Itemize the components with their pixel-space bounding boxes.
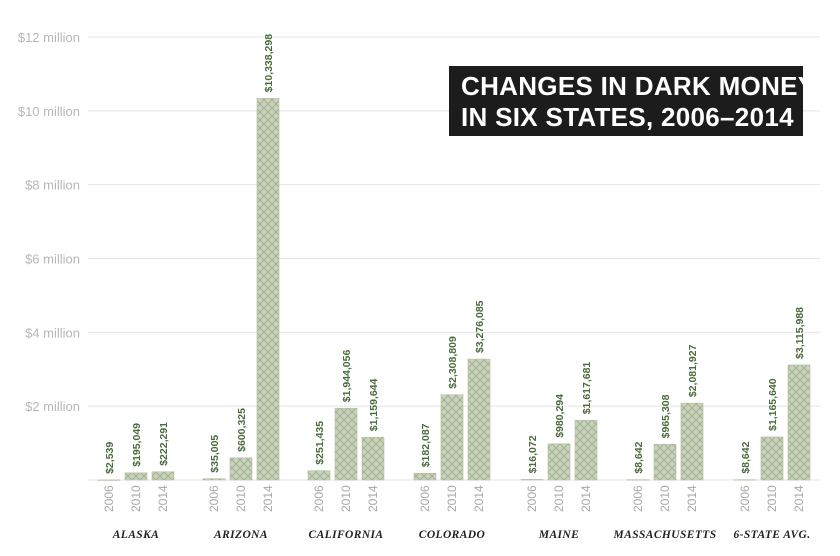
data-label: $35,005 (209, 435, 221, 473)
bar (307, 470, 331, 481)
chart-title-line-1: CHANGES IN DARK MONEY (461, 71, 816, 101)
data-label: $1,159,644 (368, 378, 380, 431)
chart-title-line-2: IN SIX STATES, 2006–2014 (461, 102, 794, 132)
category-label: 6-STATE AVG. (733, 529, 810, 541)
year-tick-label: 2010 (658, 485, 672, 512)
bar (97, 479, 121, 481)
year-tick-label: 2010 (234, 485, 248, 512)
bar (574, 419, 598, 481)
year-tick-label: 2014 (472, 485, 486, 512)
year-tick-label: 2010 (765, 485, 779, 512)
data-label: $1,617,681 (581, 362, 593, 415)
bar (653, 444, 677, 481)
data-label: $2,081,927 (687, 344, 699, 397)
year-tick-label: 2006 (738, 485, 752, 512)
data-label: $2,308,809 (447, 336, 459, 389)
y-tick-label: $4 million (25, 325, 80, 340)
y-tick-label: $8 million (25, 178, 80, 193)
data-label: $8,642 (740, 441, 752, 473)
y-tick-label: $6 million (25, 252, 80, 267)
data-label: $3,115,988 (794, 307, 806, 359)
year-tick-label: 2006 (525, 485, 539, 512)
data-label: $10,338,298 (263, 34, 275, 93)
category-label: ARIZONA (213, 529, 268, 541)
bar (229, 457, 253, 481)
bar (256, 98, 280, 481)
x-axis: 2006 2010 2014 ALASKA 2006 2010 2014 ARIZONA 200… (102, 485, 810, 541)
category-label: ALASKA (112, 529, 160, 541)
data-label: $1,165,640 (767, 378, 779, 431)
data-label: $1,944,056 (341, 350, 353, 403)
bar (547, 443, 571, 481)
year-tick-label: 2006 (207, 485, 221, 512)
y-tick-label: $2 million (25, 399, 80, 414)
year-tick-label: 2006 (418, 485, 432, 512)
data-label: $182,087 (420, 423, 432, 467)
data-label: $195,049 (131, 423, 143, 467)
y-tick-label: $10 million (18, 104, 80, 119)
data-label: $980,294 (554, 394, 566, 438)
bar (413, 472, 437, 481)
year-tick-label: 2010 (445, 485, 459, 512)
year-tick-label: 2010 (129, 485, 143, 512)
data-label: $600,325 (236, 408, 248, 452)
data-label: $8,642 (633, 441, 645, 473)
year-tick-label: 2014 (579, 485, 593, 512)
year-tick-label: 2010 (552, 485, 566, 512)
data-labels: $2,539 $195,049 $222,291 $35,005 $600,325 $10… (104, 34, 806, 474)
bar (440, 394, 464, 481)
y-axis: $2 million $4 million $6 million $8 million… (18, 30, 80, 414)
data-label: $965,308 (660, 394, 672, 438)
bar (467, 358, 491, 481)
category-label: CALIFORNIA (309, 529, 384, 541)
year-tick-label: 2014 (366, 485, 380, 512)
bar (151, 471, 175, 481)
data-label: $3,276,085 (474, 300, 486, 353)
year-tick-label: 2014 (261, 485, 275, 512)
category-label: COLORADO (419, 529, 485, 541)
bar (334, 407, 358, 481)
chart-title: CHANGES IN DARK MONEY IN SIX STATES, 200… (449, 66, 816, 136)
category-label: MASSACHUSETTS (613, 529, 717, 541)
bar (361, 436, 385, 481)
year-tick-label: 2006 (312, 485, 326, 512)
year-tick-label: 2014 (792, 485, 806, 512)
data-label: $16,072 (527, 435, 539, 473)
bars (97, 98, 811, 481)
bar (202, 478, 226, 481)
year-tick-label: 2014 (156, 485, 170, 512)
bar (124, 472, 148, 481)
year-tick-label: 2006 (631, 485, 645, 512)
bar (680, 402, 704, 481)
category-label: MAINE (538, 529, 579, 541)
year-tick-label: 2010 (339, 485, 353, 512)
year-tick-label: 2014 (685, 485, 699, 512)
bar (733, 479, 757, 481)
bar (760, 436, 784, 481)
data-label: $2,539 (104, 442, 116, 474)
y-tick-label: $12 million (18, 30, 80, 45)
year-tick-label: 2006 (102, 485, 116, 512)
data-label: $222,291 (158, 422, 170, 466)
bar (626, 479, 650, 481)
bar (520, 479, 544, 481)
data-label: $251,435 (314, 421, 326, 465)
bar (787, 364, 811, 481)
